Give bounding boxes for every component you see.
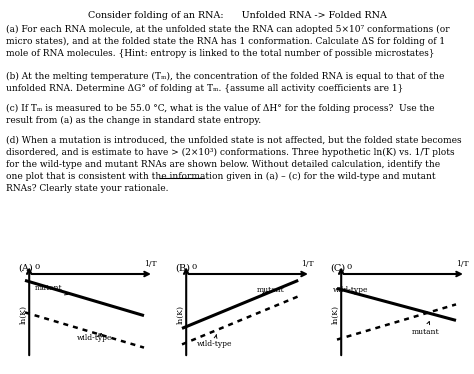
Text: 1/T: 1/T <box>144 260 156 269</box>
Text: (A): (A) <box>18 264 33 273</box>
Text: mutant: mutant <box>411 322 439 335</box>
Text: 1/T: 1/T <box>301 260 314 269</box>
Text: wild-type: wild-type <box>77 334 113 342</box>
Text: mutant: mutant <box>35 284 68 295</box>
Text: 0: 0 <box>192 263 197 271</box>
Text: (b) At the melting temperature (Tₘ), the concentration of the folded RNA is equa: (b) At the melting temperature (Tₘ), the… <box>6 72 444 93</box>
Text: mutant: mutant <box>256 286 284 294</box>
Text: wild-type: wild-type <box>333 286 369 294</box>
Text: Consider folding of an RNA:      Unfolded RNA -> Folded RNA: Consider folding of an RNA: Unfolded RNA… <box>88 11 386 20</box>
Text: 0: 0 <box>35 263 40 271</box>
Text: 0: 0 <box>347 263 352 271</box>
Text: (C): (C) <box>330 264 345 273</box>
Text: (c) If Tₘ is measured to be 55.0 °C, what is the value of ΔH° for the folding pr: (c) If Tₘ is measured to be 55.0 °C, wha… <box>6 104 435 125</box>
Text: ln(K): ln(K) <box>331 304 339 324</box>
Text: 1/T: 1/T <box>456 260 469 269</box>
Text: (B): (B) <box>175 264 190 273</box>
Text: ln(K): ln(K) <box>176 304 184 324</box>
Text: ln(K): ln(K) <box>19 304 27 324</box>
Text: (a) For each RNA molecule, at the unfolded state the RNA can adopted 5×10⁷ confo: (a) For each RNA molecule, at the unfold… <box>6 25 450 58</box>
Text: (d) When a mutation is introduced, the unfolded state is not affected, but the f: (d) When a mutation is introduced, the u… <box>6 136 462 193</box>
Text: wild-type: wild-type <box>196 335 232 349</box>
